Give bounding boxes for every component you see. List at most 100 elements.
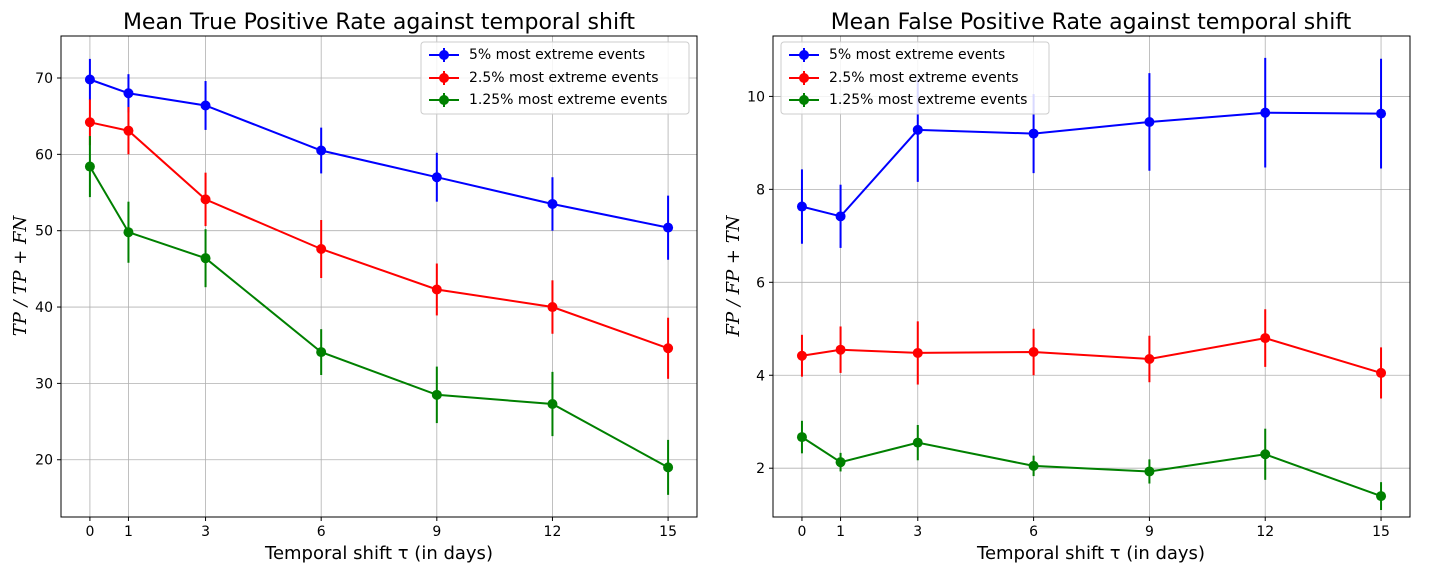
data-point: [1144, 116, 1155, 127]
data-point: [912, 347, 923, 358]
legend-label-tpr-2-5pct: 2.5% most extreme events: [469, 70, 659, 86]
data-point: [431, 284, 442, 295]
data-point: [663, 343, 674, 354]
data-point: [200, 194, 211, 205]
data-point: [200, 253, 211, 264]
data-point: [123, 227, 134, 238]
legend-marker: [799, 50, 809, 60]
data-point: [84, 117, 95, 128]
data-point: [663, 222, 674, 233]
x-tick-label: 9: [1145, 524, 1154, 540]
series-fpr-2-5pct: [796, 309, 1387, 399]
y-tick-label: 10: [747, 89, 765, 105]
y-tick-label: 50: [35, 224, 53, 240]
data-point: [663, 462, 674, 473]
data-point: [547, 302, 558, 313]
chart-title-tpr: Mean True Positive Rate against temporal…: [123, 10, 635, 35]
data-point: [912, 437, 923, 448]
y-tick-label: 70: [35, 71, 53, 87]
legend-label-tpr-1-25pct: 1.25% most extreme events: [469, 92, 667, 108]
y-tick-label: 6: [756, 275, 765, 291]
data-point: [1028, 347, 1039, 358]
series-line: [89, 121, 669, 350]
x-tick-label: 15: [659, 524, 677, 540]
legend-label-fpr-1-25pct: 1.25% most extreme events: [829, 92, 1027, 108]
x-tick-label: 9: [432, 524, 441, 540]
series-tpr-1-25pct: [84, 136, 674, 495]
y-tick-label: 40: [35, 300, 53, 316]
legend-fpr: 5% most extreme events 2.5% most extreme…: [780, 41, 1050, 115]
y-tick-label: 60: [35, 147, 53, 163]
data-point: [123, 88, 134, 99]
legend-marker: [799, 95, 809, 105]
legend-label-tpr-5pct: 5% most extreme events: [469, 47, 645, 63]
x-tick-label: 6: [317, 524, 326, 540]
data-point: [835, 211, 846, 222]
x-tick-label: 3: [913, 524, 922, 540]
data-point: [1260, 449, 1271, 460]
plot-frame-tpr: [60, 35, 698, 518]
data-point: [316, 145, 327, 156]
data-point: [1144, 466, 1155, 477]
y-tick-label: 4: [756, 368, 765, 384]
data-point: [200, 100, 211, 111]
y-axis-label-fpr: FP / FP + TN: [723, 214, 744, 337]
series-line: [801, 337, 1382, 374]
series-line: [801, 436, 1382, 498]
chart-title-fpr: Mean False Positive Rate against tempora…: [831, 10, 1352, 35]
legend-marker: [439, 95, 449, 105]
x-tick-label: 3: [201, 524, 210, 540]
legend-marker: [439, 73, 449, 83]
data-point: [1260, 107, 1271, 118]
x-tick-label: 0: [797, 524, 806, 540]
y-tick-label: 8: [756, 182, 765, 198]
series-tpr-2-5pct: [84, 99, 674, 379]
data-point: [912, 124, 923, 135]
data-point: [1376, 491, 1387, 502]
data-point: [123, 125, 134, 136]
x-tick-label: 6: [1029, 524, 1038, 540]
data-point: [547, 399, 558, 410]
data-point: [84, 74, 95, 85]
legend-label-fpr-5pct: 5% most extreme events: [829, 47, 1005, 63]
data-point: [316, 244, 327, 255]
y-axis-label-tpr: TP / TP + FN: [10, 215, 31, 337]
data-point: [1260, 333, 1271, 344]
series-line: [801, 111, 1382, 218]
legend-marker: [799, 73, 809, 83]
x-tick-label: 1: [124, 524, 133, 540]
x-tick-label: 12: [1256, 524, 1274, 540]
data-point: [84, 161, 95, 172]
legend-tpr: 5% most extreme events 2.5% most extreme…: [420, 41, 690, 115]
data-point: [431, 172, 442, 183]
y-tick-label: 2: [756, 461, 765, 477]
data-point: [547, 198, 558, 209]
data-point: [431, 389, 442, 400]
legend-marker: [439, 50, 449, 60]
x-tick-label: 12: [544, 524, 562, 540]
data-point: [835, 457, 846, 468]
legend-box-tpr: [420, 41, 690, 115]
data-point: [796, 350, 807, 361]
data-point: [1028, 128, 1039, 139]
data-point: [1376, 367, 1387, 378]
x-tick-label: 0: [85, 524, 94, 540]
data-point: [835, 344, 846, 355]
data-point: [1028, 460, 1039, 471]
plot-frame-fpr: [772, 35, 1411, 518]
panel-tpr: Mean True Positive Rate against temporal…: [10, 10, 698, 564]
data-point: [796, 201, 807, 212]
x-axis-label-fpr: Temporal shift τ (in days): [976, 543, 1205, 564]
x-tick-label: 1: [836, 524, 845, 540]
data-point: [316, 347, 327, 358]
x-axis-label-tpr: Temporal shift τ (in days): [264, 543, 493, 564]
series-fpr-1-25pct: [796, 420, 1387, 511]
y-tick-label: 30: [35, 376, 53, 392]
legend-label-fpr-2-5pct: 2.5% most extreme events: [829, 70, 1019, 86]
data-point: [1376, 108, 1387, 119]
x-tick-label: 15: [1372, 524, 1390, 540]
y-tick-label: 20: [35, 453, 53, 469]
series-tpr-5pct: [84, 58, 674, 260]
panel-fpr: Mean False Positive Rate against tempora…: [723, 10, 1411, 564]
